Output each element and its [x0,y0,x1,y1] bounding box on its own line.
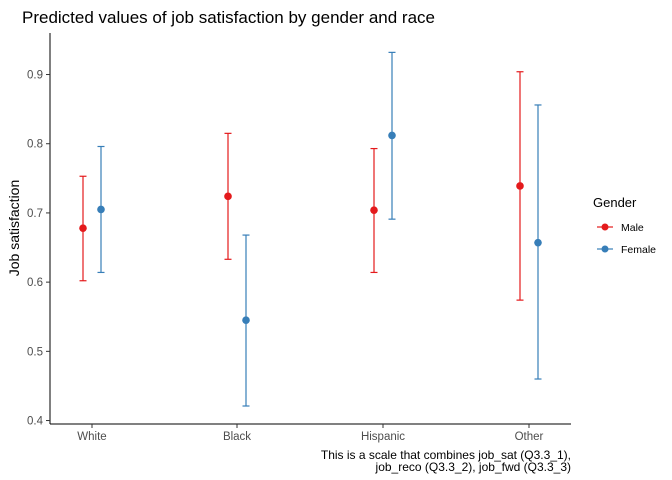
chart-title: Predicted values of job satisfaction by … [22,8,435,27]
legend-item-female: Female [597,244,656,256]
y-tick-label: 0.9 [27,70,43,82]
legend: Gender Male Female [593,195,656,256]
point-male [224,192,232,201]
point-male [516,182,524,190]
x-tick-label: Hispanic [361,431,405,443]
point-male [370,206,378,214]
point-female [242,316,250,324]
legend-title: Gender [593,195,637,210]
x-tick-label: Black [223,431,251,443]
y-tick-label: 0.8 [27,139,43,151]
legend-key-point [601,245,609,253]
caption-line-1: This is a scale that combines job_sat (Q… [321,448,571,462]
y-tick-label: 0.5 [27,346,43,358]
y-tick-label: 0.6 [27,277,43,289]
plot-area [79,51,542,407]
y-axis-ticks: 0.4 0.5 0.6 0.7 0.8 0.9 [27,70,50,428]
y-tick-label: 0.4 [27,416,44,428]
point-female [534,238,542,247]
caption-line-2: job_reco (Q3.3_2), job_fwd (Q3.3_3) [375,460,571,474]
series-female [97,51,542,407]
point-male [79,224,87,232]
legend-key-point [601,223,609,231]
x-tick-label: Other [515,431,544,443]
y-axis-title: Job satisfaction [6,180,22,277]
x-tick-label: White [77,431,106,443]
series-male [79,71,524,301]
x-axis-ticks: White Black Hispanic Other [77,424,544,443]
legend-item-male: Male [597,222,644,234]
y-tick-label: 0.7 [27,208,43,220]
legend-label: Female [621,244,656,256]
point-female [97,205,105,214]
point-female [388,131,396,140]
legend-label: Male [621,222,644,234]
